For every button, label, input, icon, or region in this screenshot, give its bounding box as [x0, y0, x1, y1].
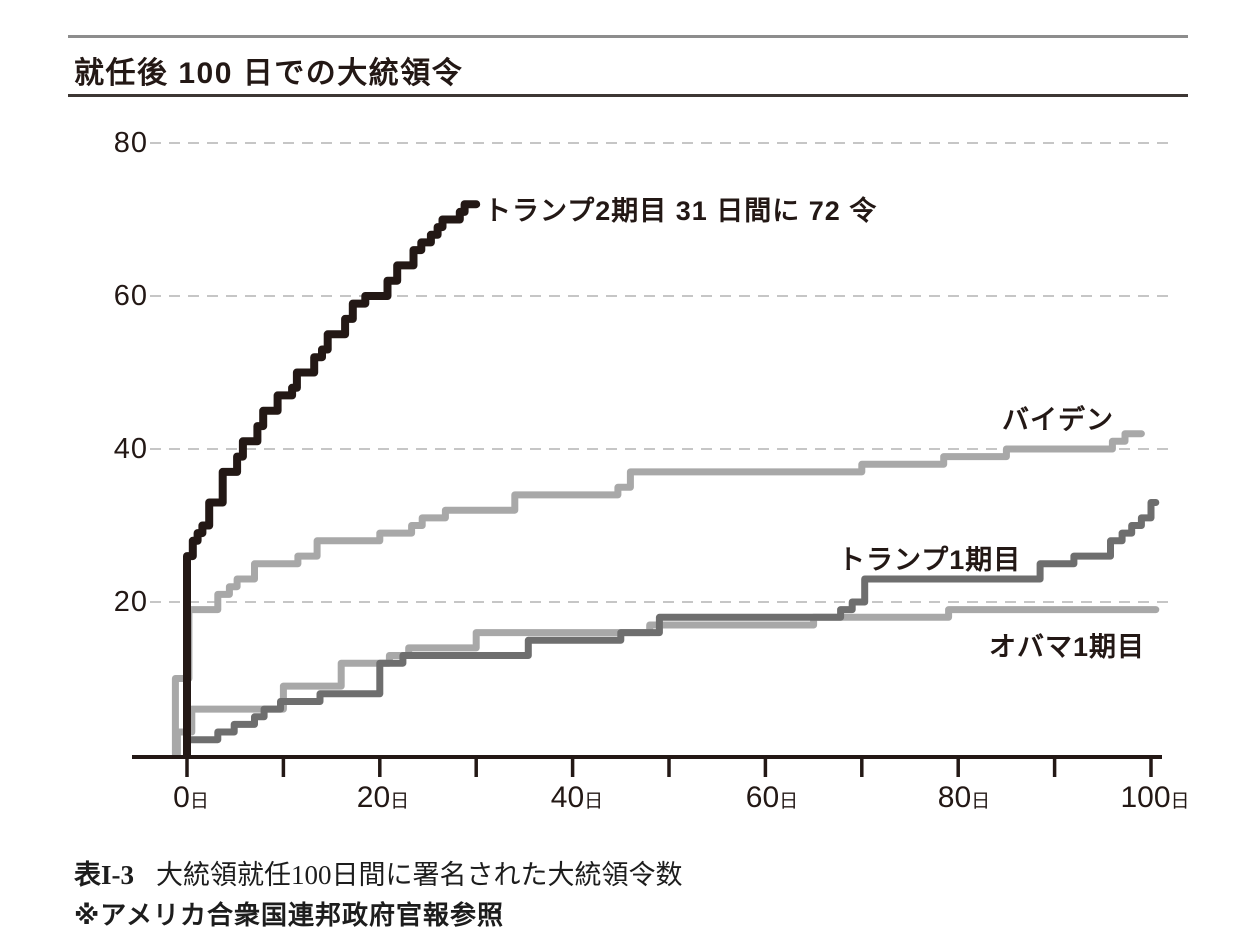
- header-bottom-rule: [68, 94, 1188, 97]
- caption-source: ※アメリカ合衆国連邦政府官報参照: [74, 900, 504, 930]
- x-tick-unit: 日: [779, 791, 799, 812]
- x-tick-label-100: 100日: [1120, 782, 1189, 818]
- x-tick-label-80: 80日: [938, 782, 990, 818]
- x-tick-label-0: 0日: [173, 782, 209, 818]
- series-label-biden: バイデン: [1002, 405, 1114, 435]
- x-tick-label-60: 60日: [746, 782, 798, 818]
- x-tick-label-40: 40日: [551, 782, 603, 818]
- y-tick-label-40: 40: [113, 433, 148, 465]
- x-tick-unit: 日: [189, 791, 209, 812]
- x-tick-unit: 日: [971, 791, 991, 812]
- x-tick-number: 100: [1120, 781, 1171, 814]
- y-tick-label-60: 60: [113, 280, 148, 312]
- series-line-trump2: [183, 200, 481, 759]
- series-label-obama: オバマ1期目: [989, 632, 1146, 662]
- x-tick-number: 0: [173, 781, 190, 814]
- caption-text: 大統領就任100日間に署名された大統領令数: [156, 860, 683, 890]
- x-tick-number: 60: [745, 781, 780, 814]
- x-tick-label-20: 20日: [357, 782, 409, 818]
- series-label-trump1: トランプ1期目: [838, 545, 1022, 575]
- y-tick-label-20: 20: [113, 586, 148, 618]
- x-tick-unit: 日: [390, 791, 410, 812]
- y-tick-label-80: 80: [113, 127, 148, 159]
- page-title: 就任後 100 日での大統領令: [74, 57, 464, 90]
- x-tick-unit: 日: [1170, 791, 1190, 812]
- series-line-trump1: [183, 499, 1160, 759]
- x-tick-number: 20: [356, 781, 391, 814]
- x-tick-number: 80: [937, 781, 972, 814]
- caption-title: 表I-3 大統領就任100日間に署名された大統領令数: [74, 853, 683, 892]
- series-line-biden: [171, 430, 1145, 759]
- header-top-rule: [68, 35, 1188, 38]
- caption-table-number: 表I-3: [74, 860, 134, 890]
- x-tick-number: 40: [550, 781, 585, 814]
- x-tick-unit: 日: [584, 791, 604, 812]
- series-label-trump2: トランプ2期目 31 日間に 72 令: [484, 196, 878, 226]
